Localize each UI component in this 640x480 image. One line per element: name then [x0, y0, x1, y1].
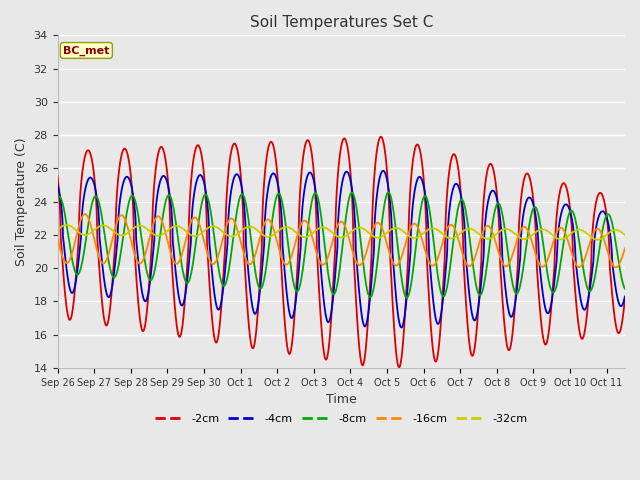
-4cm — [397, 324, 405, 330]
-2cm — [501, 326, 509, 332]
Line: -16cm: -16cm — [58, 214, 625, 267]
-2cm — [54, 173, 61, 179]
-8cm — [54, 195, 61, 201]
-32cm — [315, 226, 323, 231]
-2cm — [83, 149, 90, 155]
-32cm — [83, 232, 91, 238]
Y-axis label: Soil Temperature (C): Soil Temperature (C) — [15, 137, 28, 266]
-8cm — [605, 212, 612, 217]
-2cm — [330, 279, 337, 285]
-8cm — [314, 197, 322, 203]
-16cm — [315, 256, 323, 262]
-2cm — [377, 134, 385, 140]
-8cm — [621, 286, 628, 291]
Line: -32cm: -32cm — [58, 225, 625, 240]
Line: -2cm: -2cm — [58, 137, 625, 367]
-16cm — [330, 234, 337, 240]
-16cm — [612, 264, 620, 270]
-32cm — [593, 237, 601, 242]
-32cm — [605, 230, 612, 236]
-8cm — [330, 291, 337, 297]
-32cm — [330, 231, 337, 237]
-4cm — [605, 224, 613, 230]
-16cm — [500, 263, 508, 269]
-32cm — [500, 226, 508, 232]
-4cm — [83, 181, 90, 187]
-2cm — [605, 239, 613, 245]
-4cm — [605, 223, 612, 228]
Line: -8cm: -8cm — [58, 192, 625, 298]
-16cm — [605, 252, 612, 258]
Line: -4cm: -4cm — [58, 171, 625, 327]
-16cm — [81, 211, 89, 217]
-4cm — [501, 280, 509, 286]
-2cm — [621, 296, 628, 302]
Title: Soil Temperatures Set C: Soil Temperatures Set C — [250, 15, 433, 30]
-32cm — [605, 230, 613, 236]
-8cm — [501, 227, 509, 232]
Legend: -2cm, -4cm, -8cm, -16cm, -32cm: -2cm, -4cm, -8cm, -16cm, -32cm — [150, 410, 532, 429]
-8cm — [605, 212, 613, 217]
-16cm — [621, 246, 628, 252]
-8cm — [403, 295, 410, 300]
-8cm — [83, 233, 90, 239]
-32cm — [621, 232, 628, 238]
-32cm — [54, 227, 61, 233]
-4cm — [621, 294, 628, 300]
-16cm — [83, 212, 91, 218]
-8cm — [385, 190, 392, 195]
-16cm — [54, 235, 61, 241]
-4cm — [330, 292, 337, 298]
-4cm — [380, 168, 387, 174]
Text: BC_met: BC_met — [63, 45, 109, 56]
-2cm — [314, 275, 322, 281]
-2cm — [396, 364, 403, 370]
-16cm — [605, 251, 612, 257]
-4cm — [314, 217, 322, 223]
-2cm — [605, 234, 612, 240]
-4cm — [54, 181, 61, 187]
-32cm — [63, 222, 70, 228]
X-axis label: Time: Time — [326, 393, 356, 406]
